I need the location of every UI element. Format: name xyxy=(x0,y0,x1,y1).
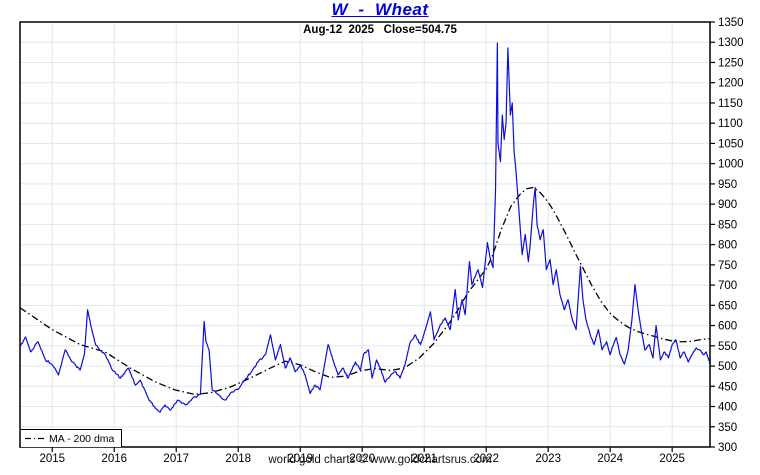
x-axis-tick-label: 2016 xyxy=(101,453,127,465)
x-axis-tick-label: 2023 xyxy=(535,453,561,465)
x-axis-tick-label: 2025 xyxy=(659,453,685,465)
ma-legend: MA - 200 dma xyxy=(21,429,122,447)
x-axis-tick-label: 2018 xyxy=(225,453,251,465)
chart-title: W - Wheat xyxy=(331,0,429,19)
y-axis-tick-label: 1150 xyxy=(718,98,743,110)
plot-border xyxy=(19,21,711,448)
y-axis-tick-label: 1050 xyxy=(718,138,744,150)
chart-subtitle-date-close: Aug-12 2025 Close=504.75 xyxy=(303,24,457,36)
x-axis-tick-label: 2020 xyxy=(349,453,375,465)
y-axis-tick-label: 850 xyxy=(718,219,737,231)
y-axis-tick-label: 1300 xyxy=(718,37,744,49)
y-axis-tick-label: 800 xyxy=(718,240,737,252)
ma-legend-label: MA - 200 dma xyxy=(49,432,115,445)
ma-dashdot-sample-icon xyxy=(25,437,45,440)
ma-200dma-line xyxy=(20,186,710,396)
y-axis-tick-label: 300 xyxy=(718,442,737,454)
x-axis-tick-label: 2015 xyxy=(39,453,65,465)
x-axis-tick-label: 2019 xyxy=(287,453,313,465)
y-axis-tick-label: 1200 xyxy=(718,78,744,90)
y-axis-tick-label: 900 xyxy=(718,199,737,211)
credit-line: world gold charts © www.goldchartsrus.co… xyxy=(268,454,492,466)
x-axis-tick-label: 2022 xyxy=(473,453,499,465)
y-axis-tick-label: 1100 xyxy=(718,118,743,130)
y-axis-tick-label: 550 xyxy=(718,341,737,353)
y-axis-tick-label: 500 xyxy=(718,361,737,373)
y-axis-tick-label: 1250 xyxy=(718,57,744,69)
y-axis-tick-label: 600 xyxy=(718,321,737,333)
wheat-price-line xyxy=(20,42,710,413)
y-axis-tick-label: 450 xyxy=(718,381,737,393)
y-axis-tick-label: 1000 xyxy=(718,159,744,171)
x-axis-tick-label: 2017 xyxy=(163,453,189,465)
y-axis-tick-label: 400 xyxy=(718,402,737,414)
y-axis-tick-label: 950 xyxy=(718,179,737,191)
y-axis-tick-label: 700 xyxy=(718,280,737,292)
x-axis-tick-label: 2024 xyxy=(597,453,623,465)
y-axis-tick-label: 750 xyxy=(718,260,737,272)
x-axis-tick-label: 2021 xyxy=(411,453,437,465)
y-axis-tick-label: 650 xyxy=(718,300,737,312)
y-axis-tick-label: 350 xyxy=(718,422,737,434)
y-axis-tick-label: 1350 xyxy=(718,17,744,29)
